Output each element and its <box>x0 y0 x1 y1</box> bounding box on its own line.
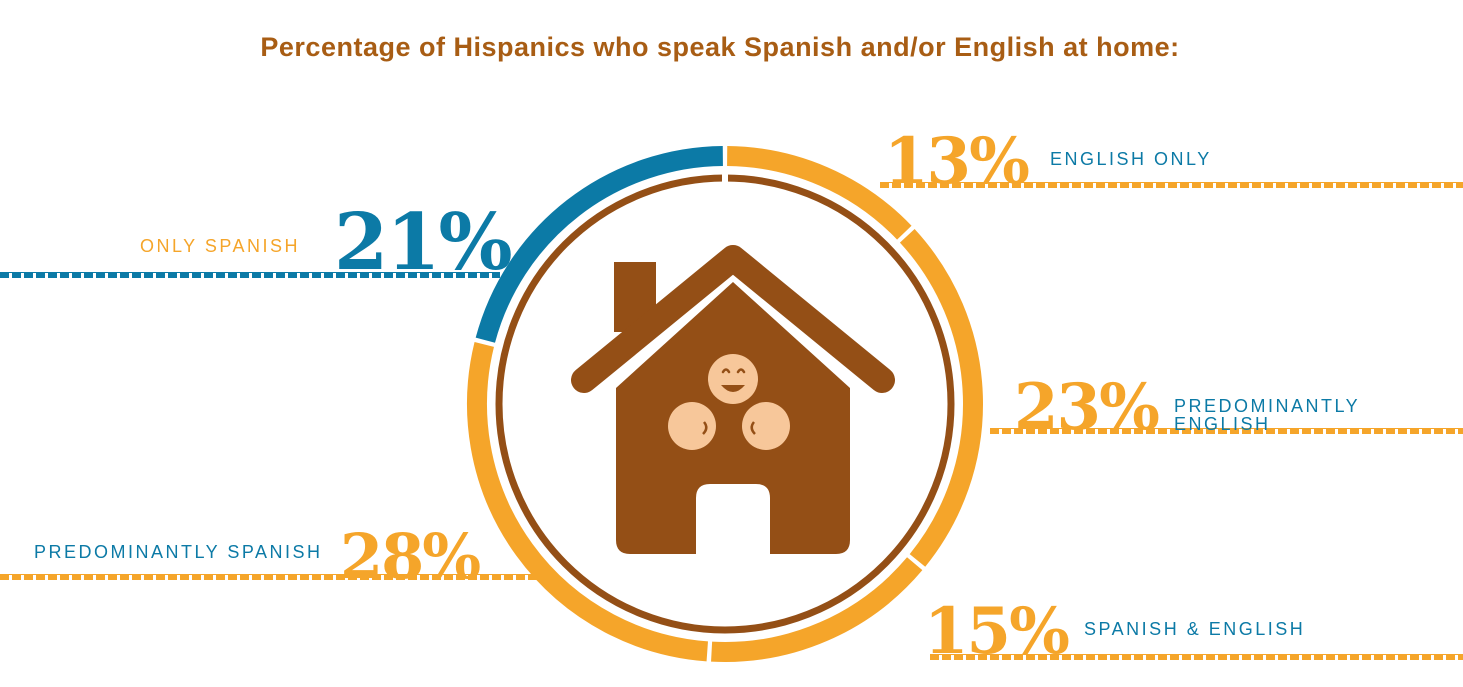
smiling-face-icon <box>668 354 790 450</box>
category-label-english-only: ENGLISH ONLY <box>1050 149 1212 169</box>
value-label-only-spanish: 21% <box>334 197 513 288</box>
slice-only-spanish <box>475 146 723 343</box>
slice-predominantly-english <box>899 229 983 567</box>
guide-line-english-only <box>880 182 1463 188</box>
slice-english-only <box>727 146 912 240</box>
house-icon <box>571 245 895 554</box>
value-label-spanish-english: 15% <box>924 594 1070 669</box>
category-label-spanish-english: SPANISH & ENGLISH <box>1084 619 1306 639</box>
slice-spanish-english <box>711 557 923 662</box>
slice-predominantly-spanish <box>467 342 708 662</box>
category-label-predominantly-english: PREDOMINANTLY ENGLISH <box>1174 396 1360 434</box>
value-label-predominantly-english: 23% <box>1014 370 1160 445</box>
guide-line-predominantly-english <box>990 428 1463 434</box>
guide-line-only-spanish <box>0 272 500 278</box>
guide-line-spanish-english <box>930 654 1463 660</box>
chart-title: Percentage of Hispanics who speak Spanis… <box>260 32 1180 62</box>
category-label-predominantly-spanish: PREDOMINANTLY SPANISH <box>34 542 323 562</box>
guide-line-predominantly-spanish <box>0 574 540 580</box>
category-label-only-spanish: ONLY SPANISH <box>140 236 301 256</box>
value-label-predominantly-spanish: 28% <box>340 520 481 593</box>
value-label-english-only: 13% <box>884 124 1030 199</box>
